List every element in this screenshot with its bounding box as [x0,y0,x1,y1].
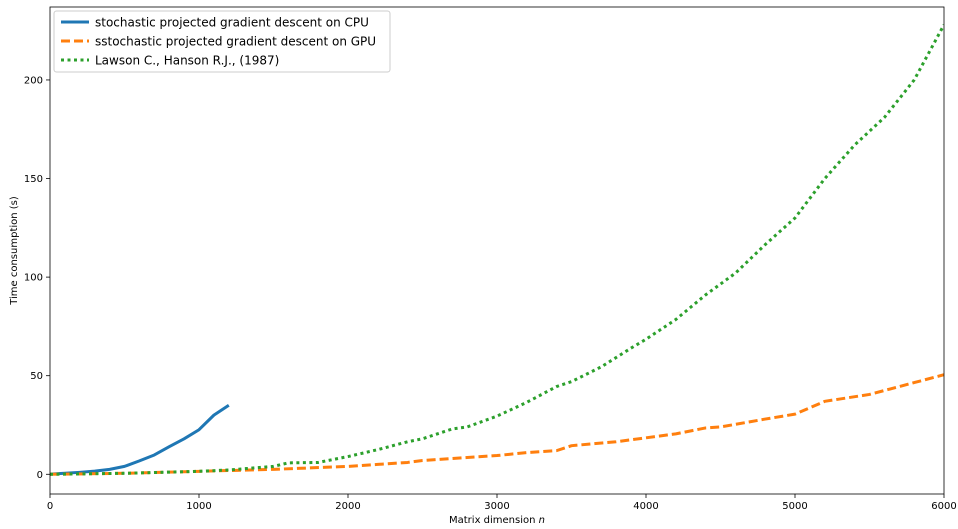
x-tick-label: 0 [47,501,53,512]
y-tick-label: 150 [24,174,43,185]
x-tick-label: 3000 [484,501,509,512]
x-axis-label: Matrix dimension n [449,515,545,526]
y-tick-label: 0 [37,470,43,481]
plot-area [50,24,944,476]
x-axis-label-text: Matrix dimension [449,515,539,526]
x-tick-label: 5000 [782,501,807,512]
legend-box [53,10,391,73]
x-tick-label: 2000 [335,501,360,512]
y-tick-label: 100 [24,273,43,284]
y-axis-label: Time consumption (s) [9,196,20,306]
axes: 0 1000 2000 3000 4000 5000 6000 0 50 100 150 200 Mat… [9,6,957,526]
x-tick-label: 6000 [931,501,956,512]
legend-label-3: Lawson C., Hanson R.J., (1987) [95,54,279,68]
series-line-1 [50,404,230,476]
y-tick-label: 200 [24,75,43,86]
x-axis-label-variable: n [539,515,545,526]
legend-label-1: stochastic projected gradient descent on… [95,16,369,30]
legend-label-2: sstochastic projected gradient descent o… [95,35,376,49]
x-tick-label: 1000 [186,501,211,512]
legend: stochastic projected gradient descent on… [53,10,391,73]
series-line-2 [50,373,944,476]
x-tick-label: 4000 [633,501,658,512]
series-line-3 [50,24,944,476]
y-tick-label: 50 [30,371,43,382]
